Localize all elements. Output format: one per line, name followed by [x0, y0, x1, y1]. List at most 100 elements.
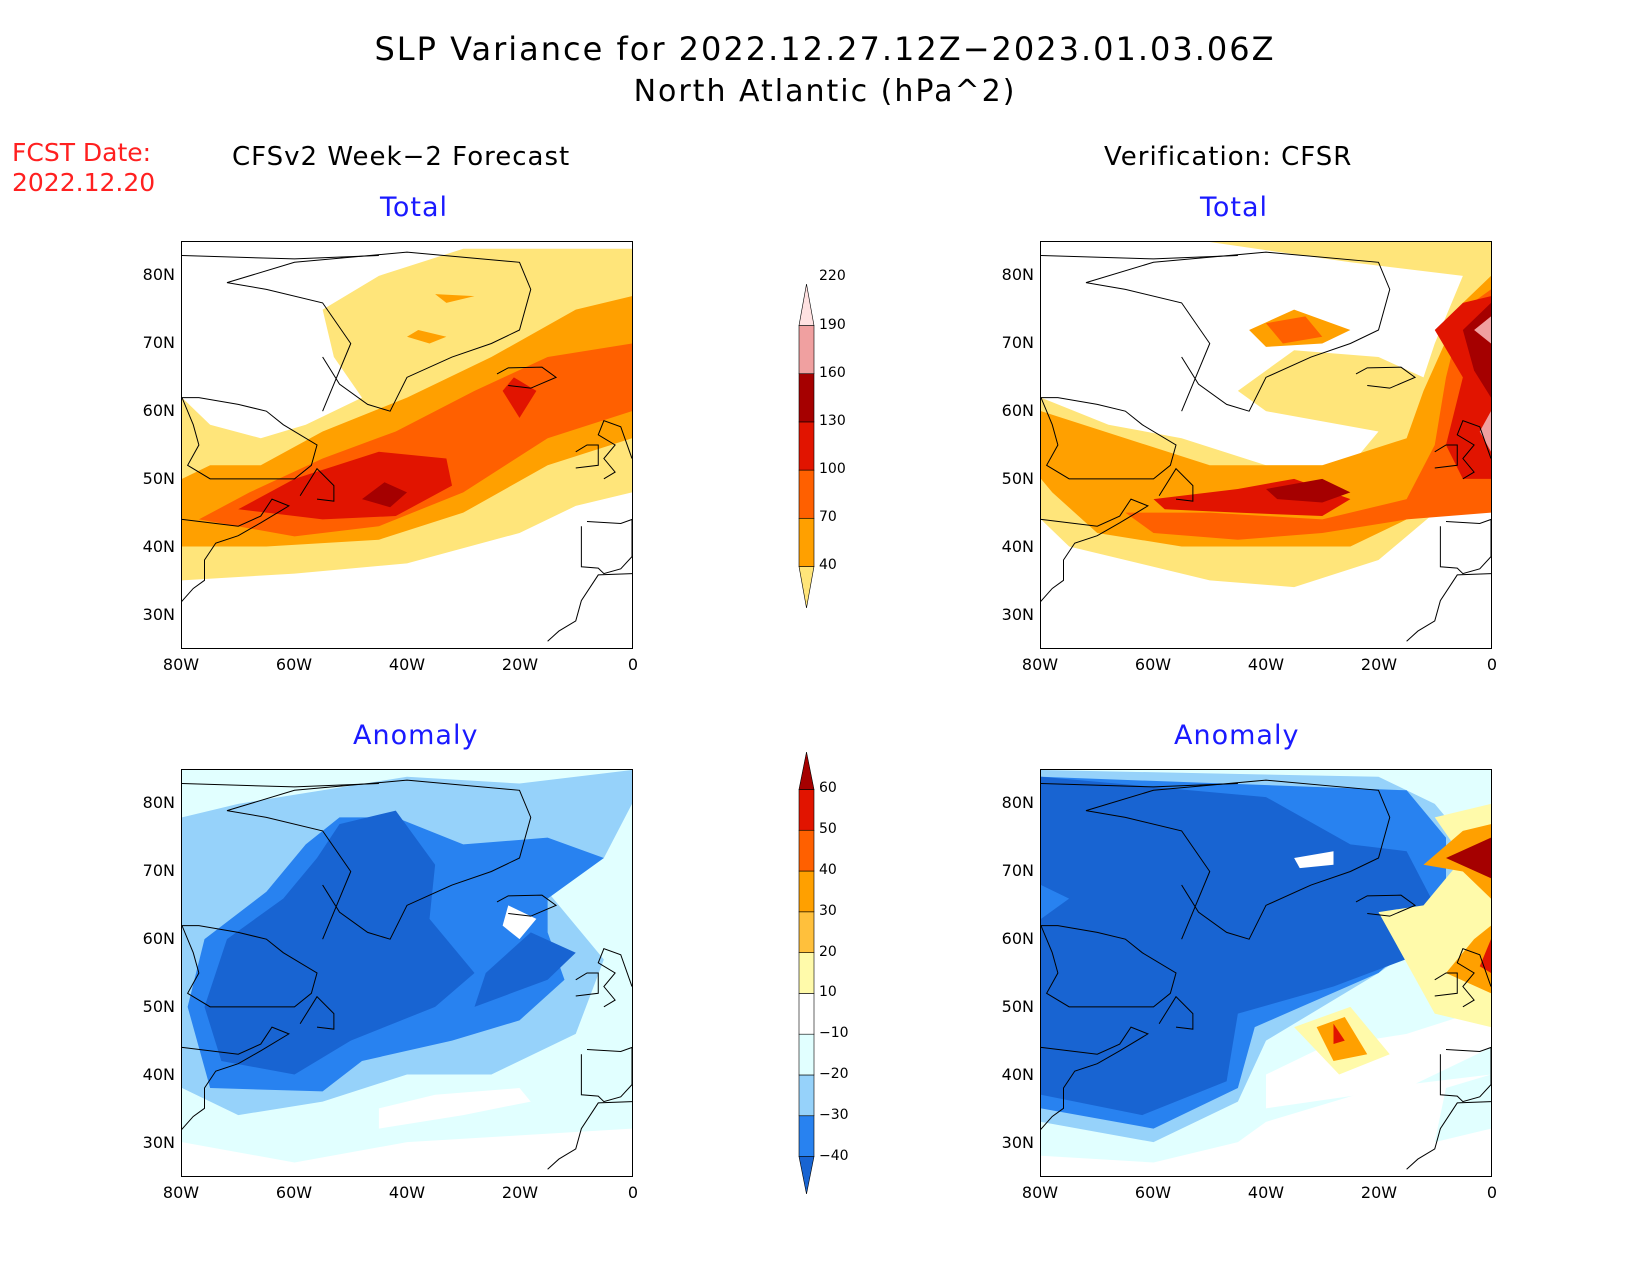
lon-tick-label: 80W [1021, 1183, 1059, 1202]
verification-anomaly-map [1040, 769, 1492, 1177]
coastline [1356, 895, 1415, 916]
colorbar-label: 30 [819, 902, 837, 919]
colorbar-swatch [798, 870, 815, 913]
lat-tick-label: 40N [142, 537, 175, 556]
colorbar-swatch [798, 911, 815, 953]
coastline [182, 926, 317, 1007]
lon-tick-label: 0 [627, 1183, 639, 1202]
forecast-total-map [181, 241, 633, 649]
contour-fill [1125, 289, 1491, 540]
lon-tick-label: 20W [501, 655, 539, 674]
contour-fill [362, 482, 407, 508]
verification-total-label: Total [1200, 192, 1269, 223]
lat-tick-label: 30N [142, 605, 175, 624]
lon-tick-label: 40W [388, 655, 426, 674]
colorbar-label: 20 [819, 943, 837, 960]
lon-tick-label: 40W [388, 1183, 426, 1202]
colorbar-label: 40 [819, 862, 837, 879]
coastline [1041, 499, 1148, 607]
colorbar-label: 50 [819, 821, 837, 838]
coastline [576, 973, 599, 996]
colorbar-label: 60 [819, 780, 837, 797]
colorbar-label: 190 [819, 316, 846, 333]
coastline [581, 1047, 632, 1101]
colorbar-swatch [798, 952, 815, 994]
contour-fill [474, 932, 576, 1007]
lon-tick-label: 60W [275, 655, 313, 674]
coastline [182, 499, 289, 607]
colorbar-swatch [798, 421, 815, 471]
colorbar-label: −10 [819, 1025, 849, 1042]
main-title: SLP Variance for 2022.12.27.12Z−2023.01.… [374, 30, 1276, 68]
colorbar-swatch [798, 325, 815, 375]
lat-tick-label: 40N [142, 1065, 175, 1084]
colorbar-label: 130 [819, 412, 846, 429]
lat-tick-label: 60N [1001, 929, 1034, 948]
coastline [1435, 973, 1458, 996]
lat-tick-label: 60N [1001, 401, 1034, 420]
verification-total-map [1040, 241, 1492, 649]
coastline [227, 252, 531, 411]
lat-tick-label: 70N [1001, 333, 1034, 352]
coastline [1041, 398, 1176, 479]
coastline [598, 949, 632, 1007]
contour-fill [1434, 1074, 1491, 1143]
fcst-date-value: 2022.12.20 [12, 168, 156, 197]
lat-tick-label: 80N [1001, 265, 1034, 284]
contour-fill [1266, 478, 1351, 503]
colorbar-swatch [798, 993, 815, 1035]
colorbar-label: 220 [819, 268, 846, 285]
coastline [182, 398, 317, 479]
coastline [598, 421, 632, 479]
colorbar-swatch [798, 1115, 815, 1157]
contour-fill [435, 294, 475, 303]
coastline [1086, 252, 1390, 411]
lon-tick-label: 60W [275, 1183, 313, 1202]
coastline [1041, 1027, 1148, 1135]
lat-tick-label: 50N [1001, 469, 1034, 488]
coastline [182, 1027, 289, 1135]
lon-tick-label: 0 [627, 655, 639, 674]
colorbar-swatch [798, 1074, 815, 1117]
coastline [1440, 1047, 1491, 1101]
colorbar-swatch [798, 517, 815, 567]
lon-tick-label: 40W [1247, 1183, 1285, 1202]
lat-tick-label: 40N [1001, 537, 1034, 556]
forecast-total-label: Total [380, 192, 449, 223]
lat-tick-label: 30N [1001, 605, 1034, 624]
lon-tick-label: 20W [1360, 1183, 1398, 1202]
lat-tick-label: 50N [142, 469, 175, 488]
coastline [548, 1102, 632, 1170]
coastline [1356, 367, 1415, 388]
contour-fill [1333, 1023, 1345, 1045]
coastline [1159, 469, 1193, 501]
lat-tick-label: 30N [142, 1133, 175, 1152]
colorbar-label: −20 [819, 1065, 849, 1082]
lat-tick-label: 80N [142, 265, 175, 284]
verification-anomaly-label: Anomaly [1174, 720, 1300, 751]
colorbar-swatch [798, 284, 815, 326]
colorbar-swatch [798, 469, 815, 519]
lat-tick-label: 40N [1001, 1065, 1034, 1084]
lon-tick-label: 20W [1360, 655, 1398, 674]
coastline [1457, 421, 1491, 479]
contour-fill [1474, 316, 1491, 344]
lon-tick-label: 0 [1486, 1183, 1498, 1202]
contour-fill [238, 451, 452, 520]
colorbar-swatch [798, 566, 815, 608]
contour-fill [407, 329, 447, 344]
coastline [1407, 574, 1491, 642]
anomaly-colorbar: −40 −30 −20 −10 10 20 30 40 50 60 [797, 752, 857, 1194]
lon-tick-label: 40W [1247, 655, 1285, 674]
lon-tick-label: 20W [501, 1183, 539, 1202]
colorbar-label: 10 [819, 984, 837, 1001]
coastline [548, 574, 632, 642]
colorbar-swatch [798, 1156, 815, 1194]
lat-tick-label: 70N [1001, 861, 1034, 880]
forecast-anomaly-label: Anomaly [353, 720, 479, 751]
coastline [1041, 256, 1238, 259]
coastline [1159, 997, 1193, 1029]
coastline [300, 997, 334, 1029]
coastline [182, 256, 379, 259]
